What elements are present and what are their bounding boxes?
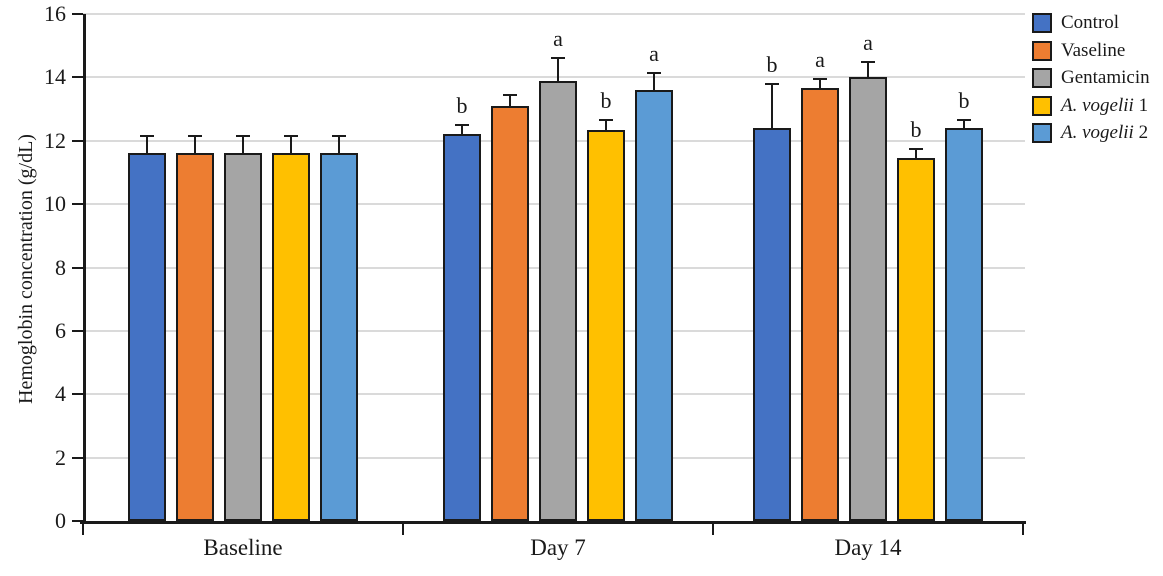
- legend-item: Gentamicin: [1032, 67, 1150, 89]
- error-bar: [605, 120, 607, 130]
- bar: [897, 158, 935, 521]
- y-axis-tick: [72, 203, 83, 206]
- error-bar-cap: [647, 71, 661, 74]
- error-bar: [653, 72, 655, 91]
- error-bar: [338, 135, 340, 154]
- error-bar-cap: [599, 119, 613, 122]
- y-axis-tick: [72, 266, 83, 269]
- x-axis-category-label: Day 7: [530, 535, 586, 560]
- x-axis-tick: [1022, 524, 1024, 535]
- legend-item: Vaseline: [1032, 40, 1125, 62]
- bar: [849, 77, 887, 521]
- significance-letter: a: [815, 46, 825, 72]
- error-bar: [819, 78, 821, 89]
- bar: [176, 153, 214, 521]
- y-axis-tick-label: 2: [55, 444, 66, 470]
- legend-swatch: [1032, 68, 1052, 89]
- y-axis-tick: [72, 76, 83, 79]
- bar: [320, 153, 358, 521]
- y-axis-tick-label: 6: [55, 317, 66, 343]
- error-bar-cap: [188, 134, 202, 137]
- y-axis-tick-label: 8: [55, 254, 66, 280]
- error-bar-cap: [861, 60, 875, 63]
- error-bar: [557, 58, 559, 81]
- y-axis-tick: [72, 13, 83, 15]
- error-bar-cap: [140, 134, 154, 137]
- error-bar-cap: [503, 93, 517, 96]
- error-bar: [290, 135, 292, 154]
- bar: [272, 153, 310, 521]
- gridline: [83, 76, 1025, 79]
- y-axis-tick: [72, 329, 83, 332]
- y-axis-tick-label: 10: [44, 191, 66, 217]
- legend-swatch: [1032, 123, 1052, 144]
- significance-letter: b: [600, 88, 612, 114]
- significance-letter: a: [863, 29, 873, 55]
- bar: [753, 128, 791, 521]
- error-bar: [771, 83, 773, 129]
- legend-label: A. vogelii 2: [1061, 122, 1149, 144]
- x-axis-category-label: Baseline: [203, 535, 283, 560]
- x-axis-tick: [712, 524, 714, 535]
- error-bar: [915, 148, 917, 159]
- legend-label: Vaseline: [1061, 39, 1126, 61]
- y-axis-tick: [72, 520, 83, 522]
- error-bar-cap: [236, 134, 250, 137]
- error-bar: [242, 135, 244, 154]
- y-axis-tick-label: 12: [44, 127, 66, 153]
- y-axis-tick: [72, 393, 83, 396]
- legend-label: Control: [1061, 12, 1120, 33]
- significance-letter: a: [649, 40, 659, 66]
- y-axis-line: [83, 14, 86, 524]
- legend-label: A. vogelii 1: [1061, 94, 1149, 116]
- significance-letter: a: [553, 26, 563, 52]
- bar: [635, 90, 673, 521]
- bar: [224, 153, 262, 521]
- x-axis-tick: [402, 524, 404, 535]
- error-bar-cap: [909, 147, 923, 150]
- error-bar: [867, 61, 869, 78]
- x-axis-category-label: Day 14: [834, 535, 902, 560]
- error-bar-cap: [455, 123, 469, 126]
- bar: [128, 153, 166, 521]
- legend-swatch: [1032, 40, 1052, 61]
- legend-item: Control: [1032, 12, 1119, 34]
- y-axis-tick-label: 14: [44, 64, 66, 90]
- significance-letter: b: [456, 92, 468, 118]
- legend-swatch: [1032, 13, 1052, 33]
- x-axis-line: [80, 521, 1026, 524]
- legend-item: A. vogelii 2: [1032, 122, 1148, 144]
- bar: [801, 88, 839, 521]
- bar: [587, 129, 625, 521]
- error-bar-cap: [765, 82, 779, 85]
- error-bar: [461, 124, 463, 135]
- significance-letter: b: [958, 88, 970, 114]
- error-bar: [146, 135, 148, 154]
- error-bar-cap: [957, 119, 971, 122]
- gridline: [83, 13, 1025, 15]
- x-axis-tick: [82, 524, 84, 535]
- bar: [443, 134, 481, 521]
- y-axis-tick: [72, 139, 83, 142]
- y-axis-tick-label: 4: [55, 381, 66, 407]
- bar: [539, 80, 577, 521]
- legend-swatch: [1032, 95, 1052, 116]
- significance-letter: b: [910, 116, 922, 142]
- significance-letter: b: [766, 51, 778, 77]
- error-bar: [194, 135, 196, 154]
- error-bar-cap: [551, 57, 565, 60]
- error-bar-cap: [813, 77, 827, 80]
- y-axis-tick-label: 0: [55, 508, 66, 533]
- error-bar-cap: [332, 134, 346, 137]
- legend-item: A. vogelii 1: [1032, 95, 1148, 117]
- y-axis-tick-label: 16: [44, 1, 66, 26]
- y-axis-tick: [72, 456, 83, 459]
- error-bar: [509, 94, 511, 106]
- bar: [491, 105, 529, 521]
- legend-label: Gentamicin: [1061, 67, 1150, 89]
- error-bar: [963, 120, 965, 129]
- error-bar-cap: [284, 134, 298, 137]
- bar: [945, 128, 983, 521]
